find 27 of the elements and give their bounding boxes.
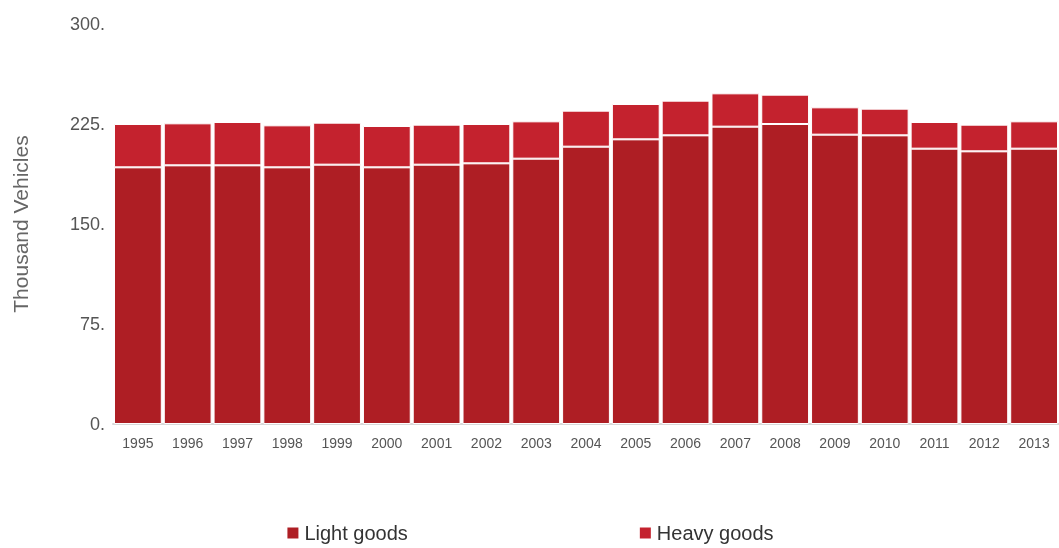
x-tick-label: 2002: [470, 435, 503, 451]
x-tick-label: 2006: [670, 435, 702, 451]
x-tick-label: 2011: [919, 435, 950, 451]
x-tick-label: 2009: [819, 435, 851, 451]
x-tick-label: 2008: [769, 435, 801, 451]
legend-label: Light goods: [304, 522, 408, 544]
y-axis-title: Thousand Vehicles: [9, 135, 32, 313]
x-tick-label: 2004: [570, 435, 602, 451]
legend-label: Heavy goods: [656, 522, 774, 544]
y-tick-label: 0.: [89, 414, 105, 434]
y-tick-label: 150.: [69, 214, 105, 234]
x-tick-label: 1998: [271, 435, 304, 451]
x-tick-label: 2003: [520, 435, 552, 451]
x-tick-label: 1999: [321, 435, 353, 451]
x-tick-label: 2000: [371, 435, 403, 451]
y-tick-label: 75.: [79, 314, 105, 334]
x-tick-label: 1995: [122, 435, 154, 451]
y-tick-label: 225.: [69, 114, 105, 134]
x-tick-label: 1996: [172, 435, 204, 451]
x-tick-label: 2005: [620, 435, 652, 451]
x-tick-label: 2012: [968, 435, 1001, 451]
x-tick-label: 2007: [719, 435, 752, 451]
x-tick-label: 2013: [1018, 435, 1050, 451]
x-tick-label: 2001: [421, 435, 453, 451]
x-tick-label: 1997: [221, 435, 254, 451]
x-tick-label: 2010: [869, 435, 901, 451]
y-tick-label: 300.: [69, 14, 105, 34]
